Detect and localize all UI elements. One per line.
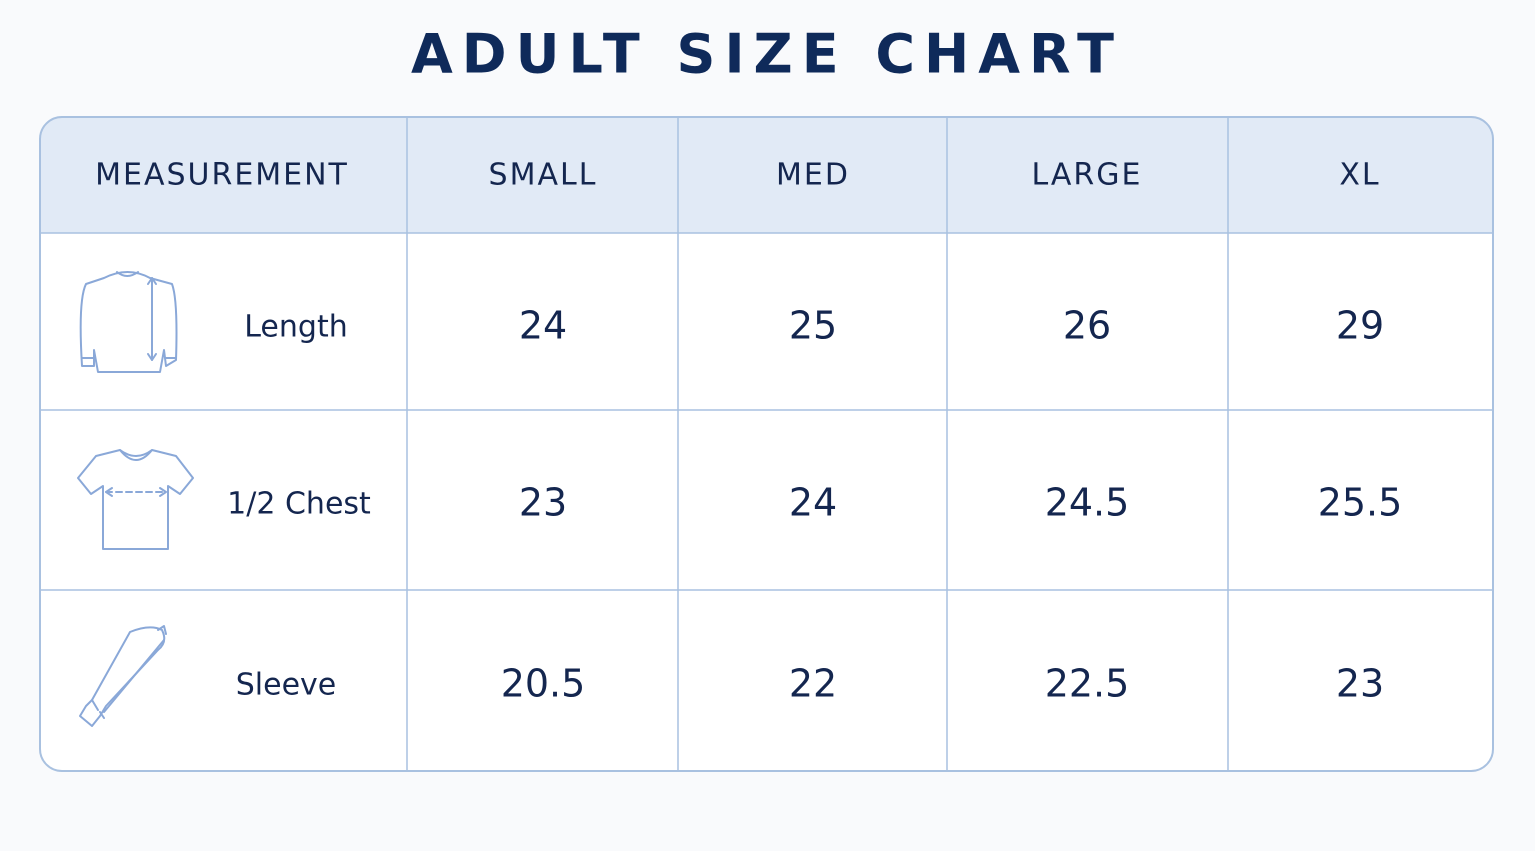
table-background — [40, 117, 1493, 771]
table-grid — [40, 117, 1493, 771]
size-value: 29 — [1336, 304, 1384, 348]
size-value: 24.5 — [1045, 481, 1130, 525]
header-cell: XL — [1339, 158, 1380, 193]
size-value: 22.5 — [1045, 662, 1130, 706]
table-border — [39, 116, 1494, 772]
row-label: Length — [244, 310, 347, 345]
title: ADULT SIZE CHART — [411, 23, 1123, 86]
header-background — [40, 117, 1493, 233]
size-value: 25 — [789, 304, 837, 348]
size-value: 24 — [519, 304, 567, 348]
header-cell: LARGE — [1032, 158, 1143, 193]
size-value: 23 — [1336, 662, 1384, 706]
header-cell: SMALL — [489, 158, 598, 193]
size-value: 20.5 — [501, 662, 586, 706]
size-value: 24 — [789, 481, 837, 525]
header-cell: MED — [776, 158, 850, 193]
size-value: 26 — [1063, 304, 1111, 348]
row-label: Sleeve — [236, 668, 337, 703]
row-label: 1/2 Chest — [227, 487, 371, 522]
chest-icon — [77, 449, 194, 550]
length-icon — [79, 271, 178, 373]
sleeve-icon — [79, 625, 167, 727]
size-value: 25.5 — [1318, 481, 1403, 525]
size-value: 22 — [789, 662, 837, 706]
size-value: 23 — [519, 481, 567, 525]
header-cell: MEASUREMENT — [95, 158, 349, 193]
